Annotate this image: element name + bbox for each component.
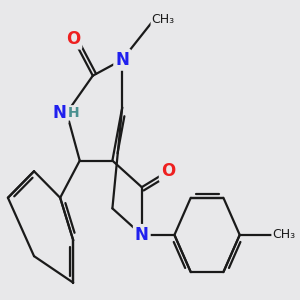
Text: N: N [53, 104, 67, 122]
Text: O: O [66, 29, 80, 47]
Text: CH₃: CH₃ [152, 13, 175, 26]
Text: N: N [115, 51, 129, 69]
Text: N: N [135, 226, 149, 244]
Text: O: O [161, 162, 175, 180]
Text: CH₃: CH₃ [272, 228, 296, 242]
Text: H: H [68, 106, 80, 120]
